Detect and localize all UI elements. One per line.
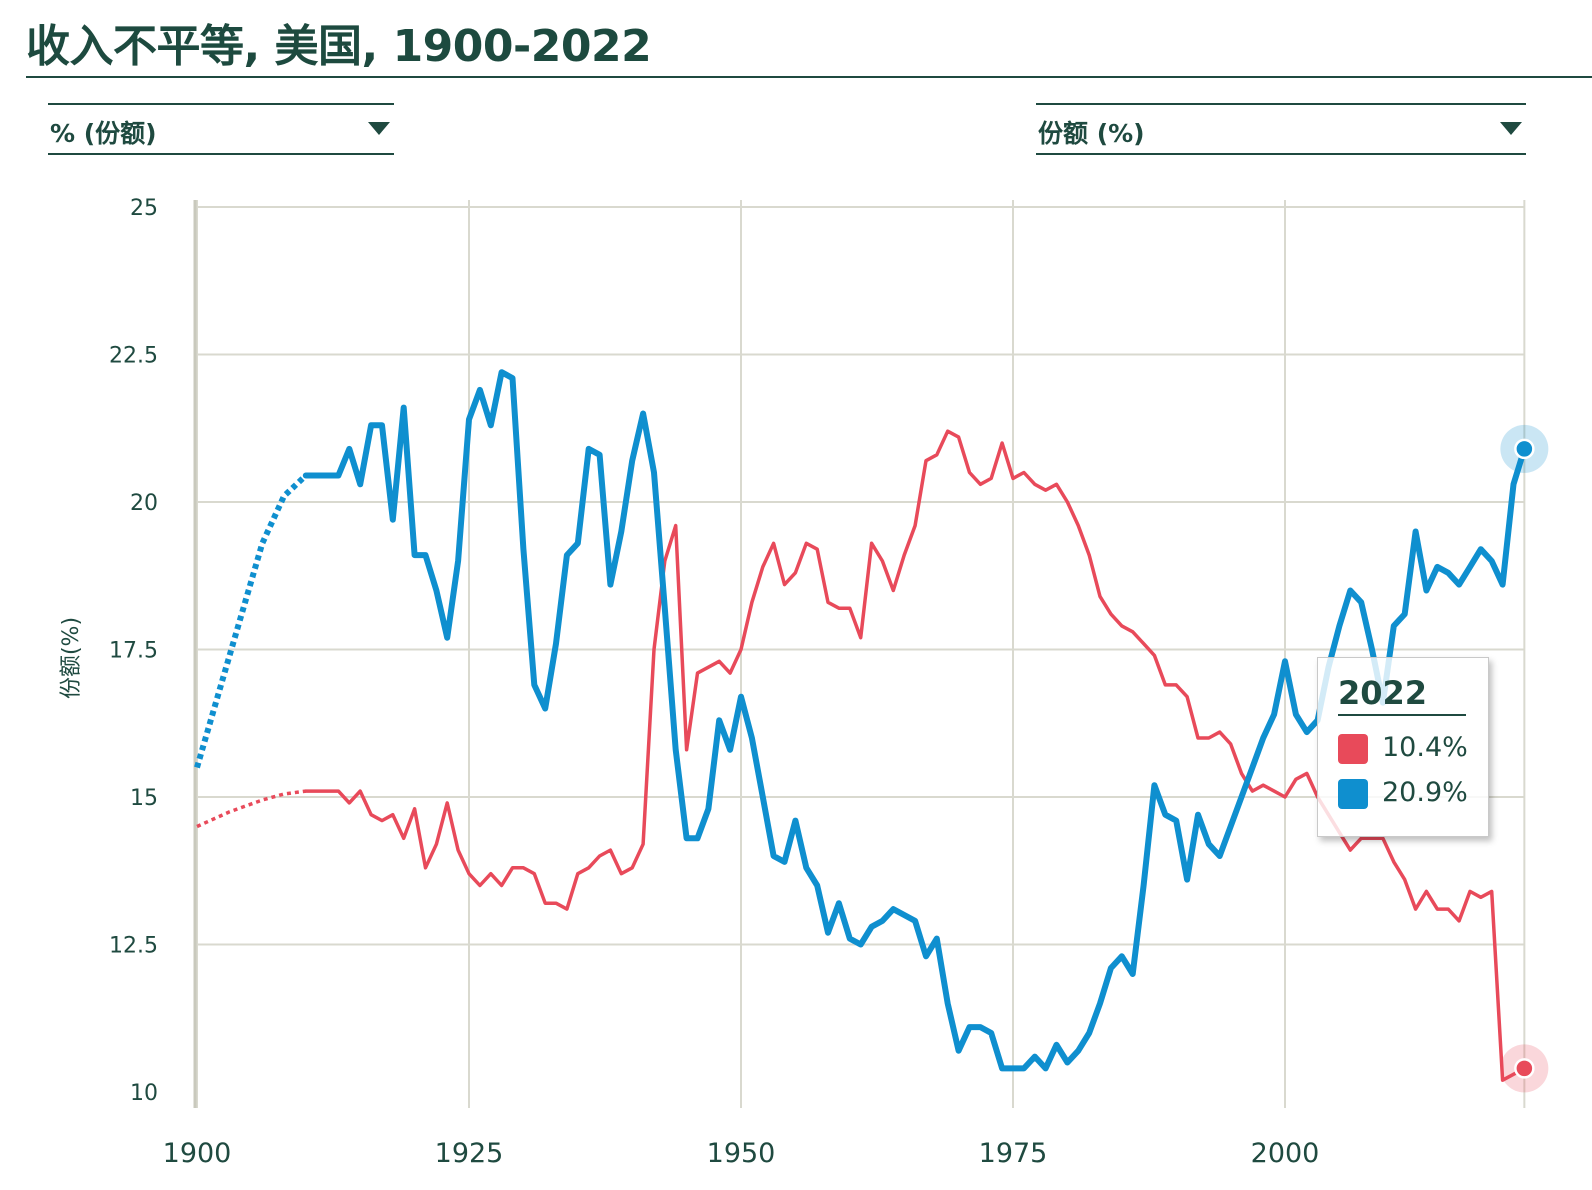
metric-selector[interactable]: 份额 (%) — [1036, 103, 1526, 155]
y-tick-label: 20 — [130, 491, 158, 516]
y-tick-label: 22.5 — [109, 344, 158, 369]
legend-swatch-blue — [1338, 779, 1368, 809]
tooltip-divider — [1338, 714, 1466, 716]
caret-down-icon — [368, 122, 390, 135]
x-tick-label: 1900 — [163, 1138, 232, 1169]
y-tick-label: 15 — [130, 786, 158, 811]
caret-down-icon — [1500, 122, 1522, 135]
title-divider — [26, 76, 1592, 78]
y-tick-label: 12.5 — [109, 934, 158, 959]
y-tick-label: 17.5 — [109, 639, 158, 664]
metric-selector-label: 份额 (%) — [1038, 119, 1145, 148]
legend-swatch-red — [1338, 734, 1368, 764]
x-tick-label: 1975 — [979, 1138, 1048, 1169]
y-unit-selector-label: % (份额) — [50, 119, 157, 148]
x-tick-label: 2000 — [1251, 1138, 1320, 1169]
hover-tooltip: 2022 10.4% 20.9% — [1317, 657, 1489, 837]
tooltip-value-top1: 20.9% — [1382, 777, 1468, 808]
y-tick-label: 10 — [130, 1081, 158, 1106]
axes: 10 12.5 15 17.5 20 22.5 25 1900 1925 1950 1975 2000 — [109, 196, 1319, 1169]
chart-title: 收入不平等, 美国, 1900-2022 — [26, 21, 652, 72]
end-marker-top1 — [1514, 438, 1535, 460]
tooltip-value-bottom50: 10.4% — [1382, 732, 1468, 763]
y-axis-label: 份额(%) — [59, 617, 84, 699]
y-tick-label: 25 — [130, 196, 158, 221]
tooltip-year: 2022 — [1338, 674, 1428, 712]
end-markers — [1500, 424, 1549, 1093]
series-line-top1-estimated — [194, 473, 308, 769]
y-unit-selector[interactable]: % (份额) — [48, 103, 394, 155]
end-marker-bottom50 — [1514, 1058, 1535, 1079]
x-tick-label: 1950 — [707, 1138, 776, 1169]
x-tick-label: 1925 — [435, 1138, 504, 1169]
grid-lines — [196, 200, 1526, 1108]
